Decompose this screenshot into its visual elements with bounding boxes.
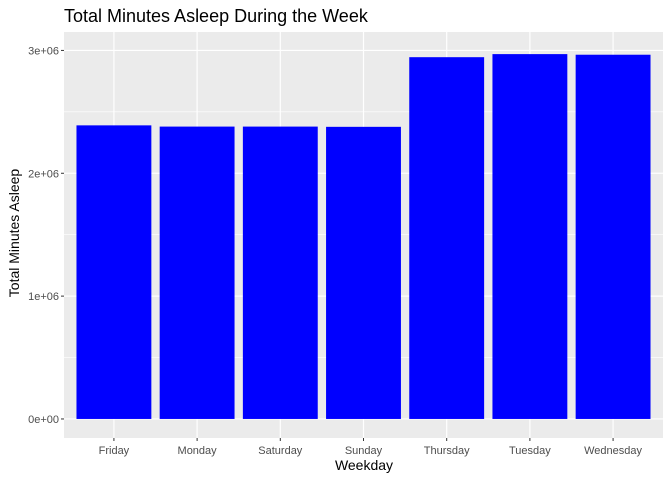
x-tick-label: Saturday: [258, 445, 303, 457]
x-tick-label: Tuesday: [509, 445, 551, 457]
x-axis: Friday Monday Saturday Sunday Thursday Tuesda…: [99, 438, 643, 457]
bars: [76, 54, 651, 419]
y-tick-label: 2e+06: [28, 168, 59, 180]
y-tick-label: 0e+00: [28, 414, 59, 426]
chart-title: Total Minutes Asleep During the Week: [64, 6, 369, 26]
x-tick-label: Monday: [178, 445, 218, 457]
bar-saturday: [242, 126, 318, 419]
x-tick-label: Wednesday: [584, 445, 642, 457]
x-tick-label: Friday: [99, 445, 130, 457]
bar-friday: [76, 125, 152, 419]
x-axis-title: Weekday: [335, 457, 393, 473]
bar-tuesday: [492, 54, 568, 419]
y-axis-title: Total Minutes Asleep: [6, 169, 22, 298]
bar-wednesday: [575, 54, 651, 419]
x-tick-label: Sunday: [345, 445, 383, 457]
x-tick-label: Thursday: [424, 445, 470, 457]
bar-monday: [159, 126, 235, 419]
y-axis: 0e+00 1e+06 2e+06 3e+06: [28, 45, 64, 426]
y-tick-label: 3e+06: [28, 45, 59, 57]
bar-thursday: [409, 57, 485, 419]
bar-sunday: [326, 126, 401, 419]
y-tick-label: 1e+06: [28, 291, 59, 303]
